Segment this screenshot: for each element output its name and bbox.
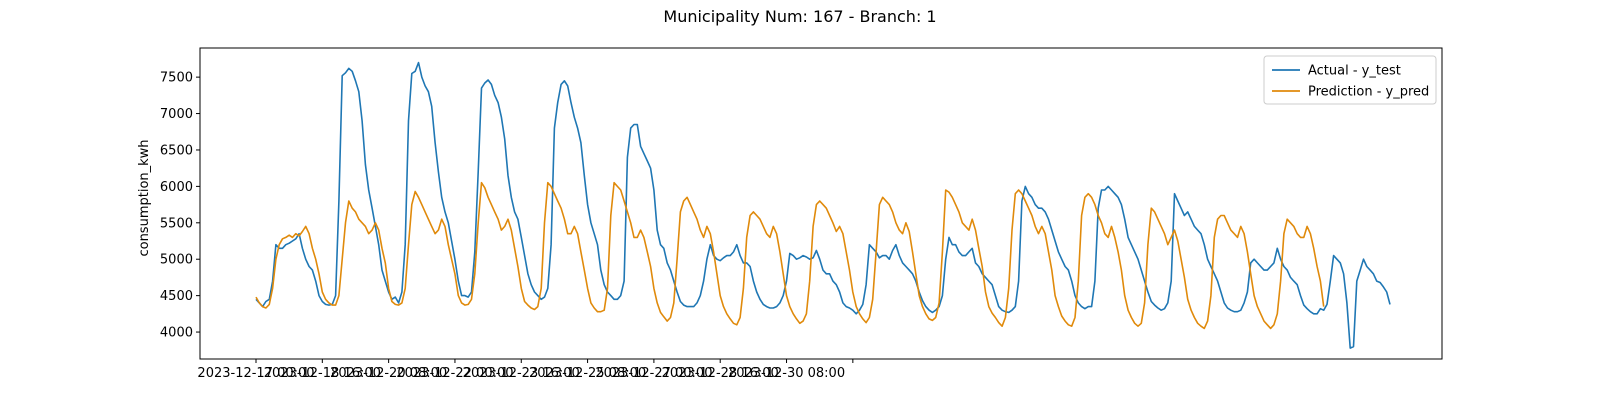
x-tick-label: 2023-12-23 16:00: [463, 366, 580, 381]
y-axis: 4000 4500 5000 5500 6000 6500 7000 7500: [160, 71, 200, 341]
x-tick-label: 2023-12-30 08:00: [728, 366, 845, 381]
y-tick-label: 7000: [160, 107, 193, 122]
x-tick-label: 2023-12-27 00:00: [595, 366, 712, 381]
y-tick-label: 4500: [160, 289, 193, 304]
plot-frame: [199, 47, 1443, 360]
legend-label-actual: Actual - y_test: [1308, 64, 1401, 79]
x-tick-label: 2023-12-25 08:00: [529, 366, 646, 381]
y-tick-label: 4000: [160, 326, 193, 341]
y-tick-label: 6000: [160, 180, 193, 195]
legend: Actual - y_test Prediction - y_pred: [1263, 55, 1437, 105]
y-axis-label: consumption_kwh: [137, 139, 152, 256]
series-line-prediction: [255, 181, 1325, 330]
y-tick-label: 7500: [160, 71, 193, 86]
y-tick-label: 5500: [160, 216, 193, 231]
y-tick-label: 5000: [160, 253, 193, 268]
x-tick-label: 2023-12-20 08:00: [330, 366, 447, 381]
series-line-actual: [255, 61, 1391, 349]
plot-area: [199, 47, 1443, 360]
x-tick-label: 2023-12-28 16:00: [662, 366, 779, 381]
legend-label-prediction: Prediction - y_pred: [1308, 85, 1429, 100]
legend-box: [1263, 55, 1437, 105]
chart-title: Municipality Num: 167 - Branch: 1: [663, 7, 936, 26]
y-tick-label: 6500: [160, 143, 193, 158]
x-tick-label: 2023-12-17 00:00: [197, 366, 314, 381]
x-tick-label: 2023-12-22 00:00: [396, 366, 513, 381]
x-tick-label: 2023-12-18 16:00: [264, 366, 381, 381]
